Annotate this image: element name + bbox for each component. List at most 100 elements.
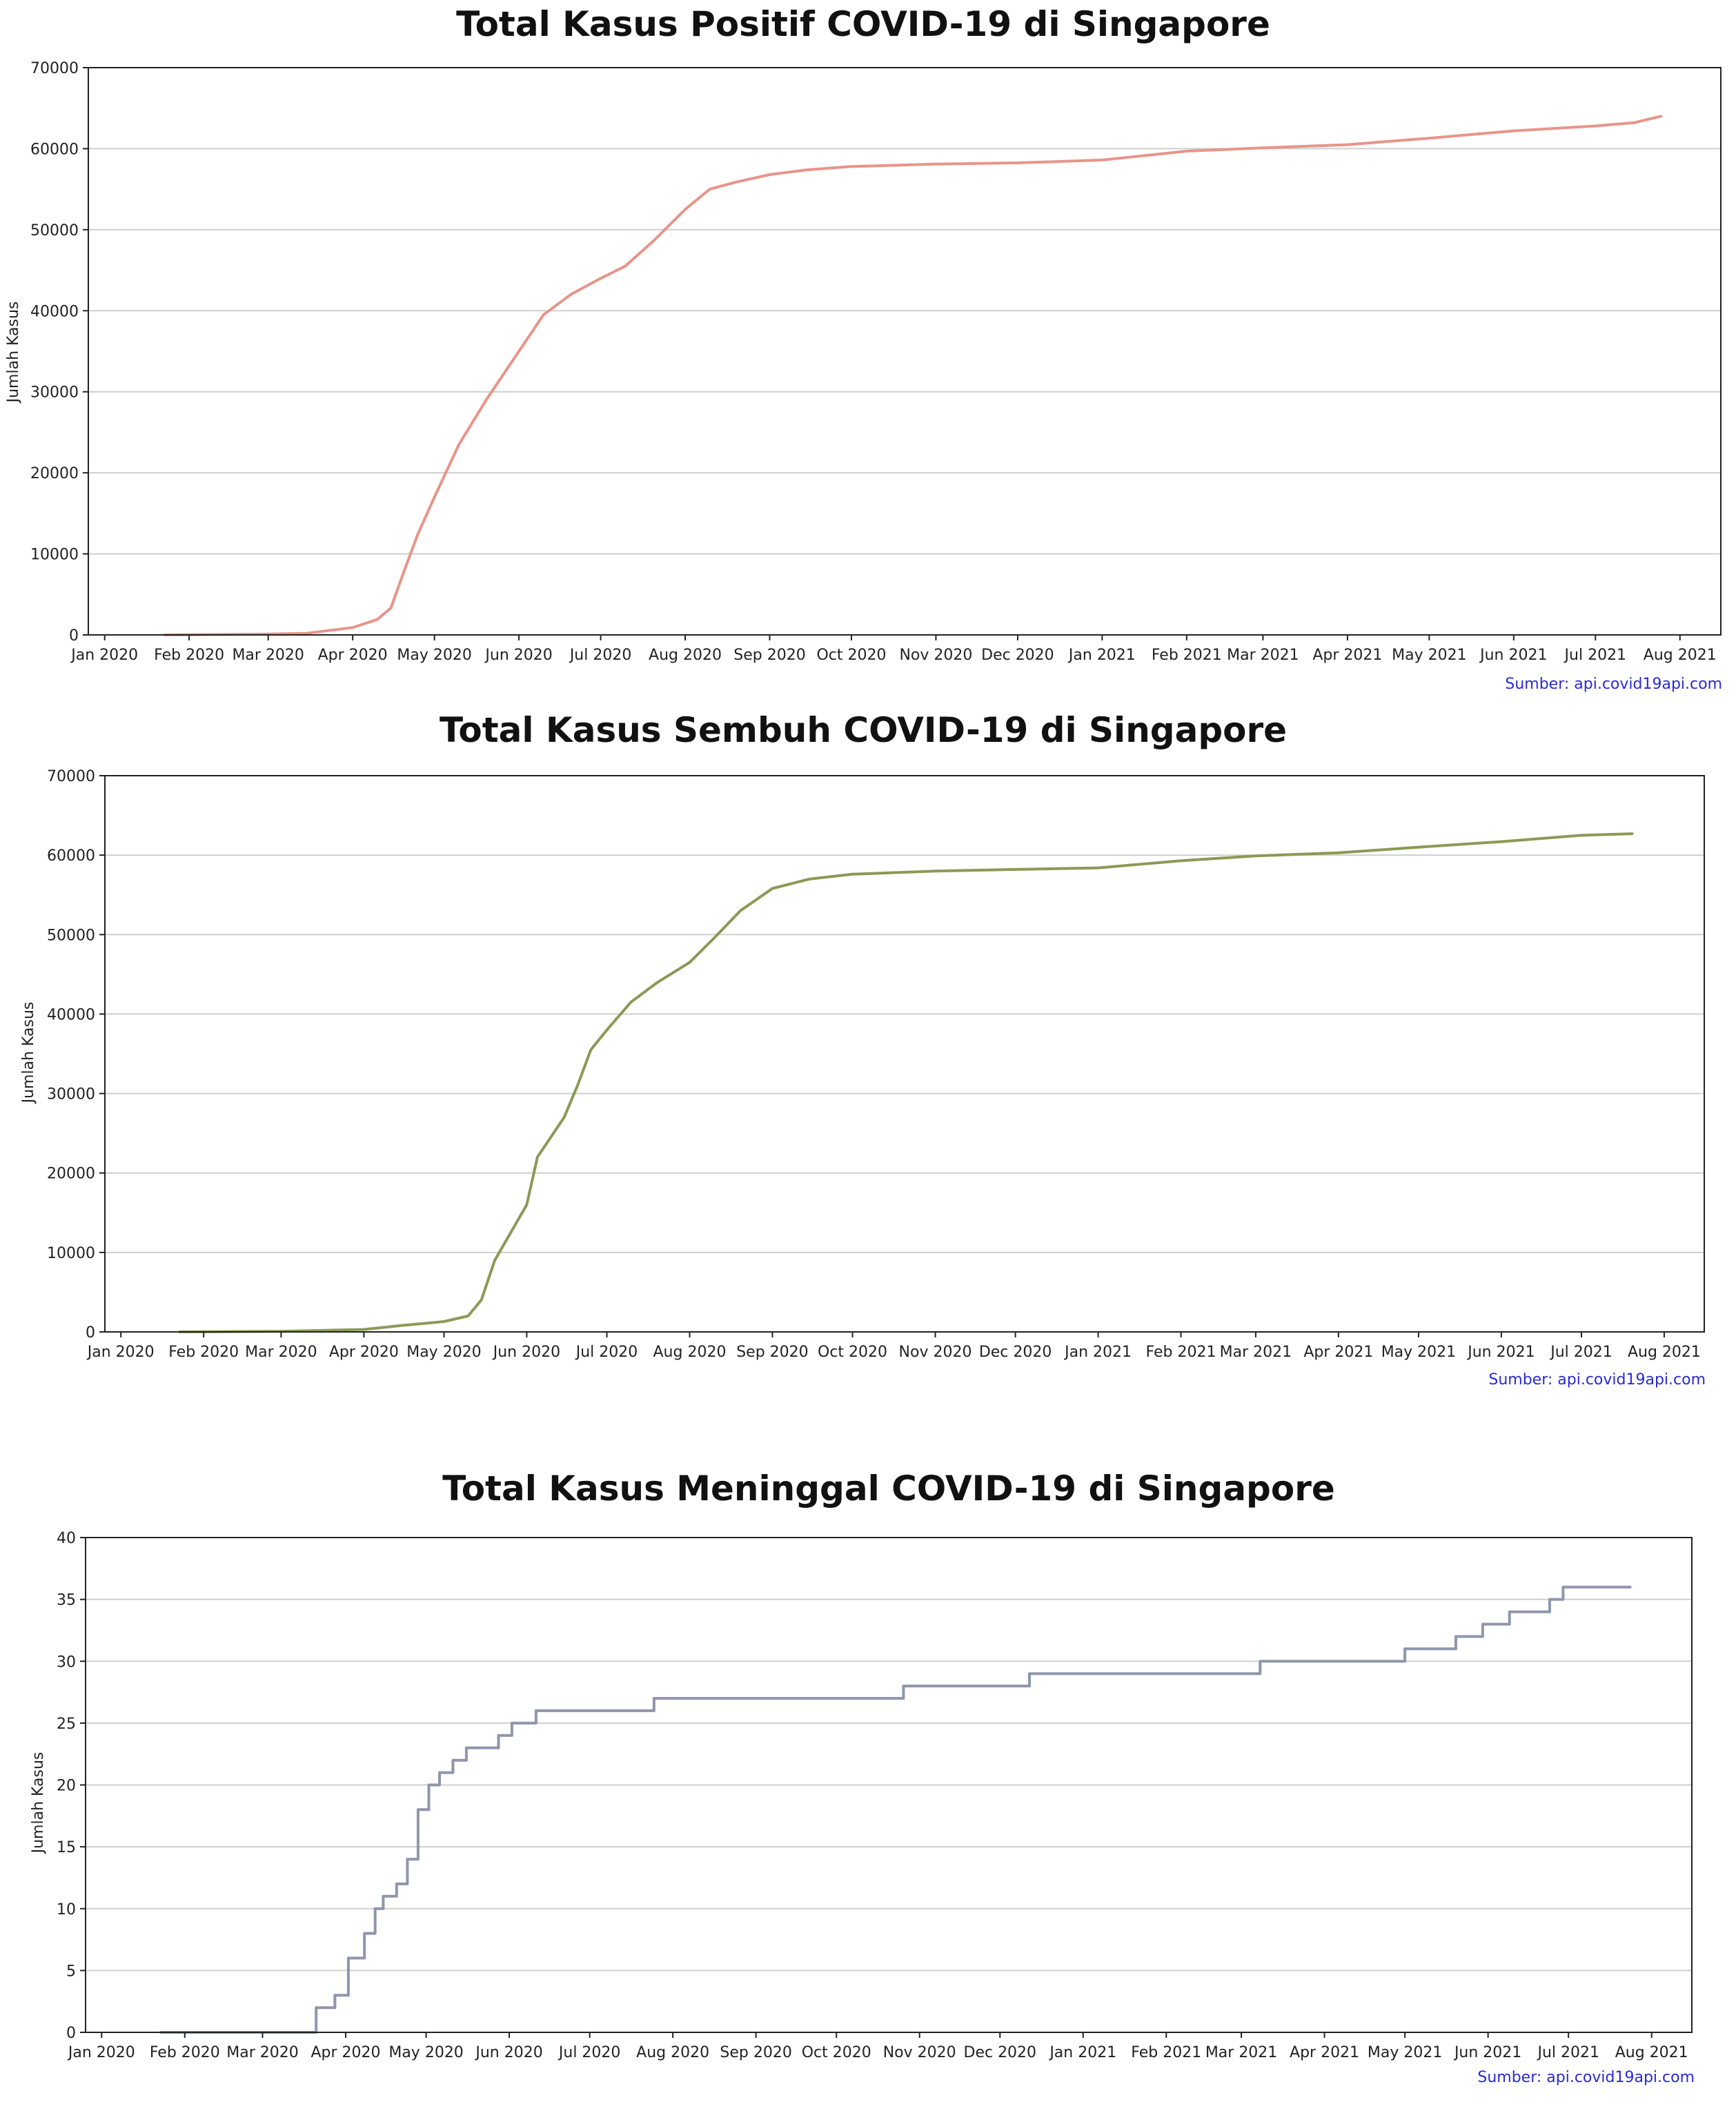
x-tick-label: Mar 2020: [232, 647, 304, 664]
x-tick-label: Jul 2020: [569, 647, 632, 664]
x-tick-label: Sep 2020: [736, 1344, 808, 1361]
chart-title: Total Kasus Positif COVID-19 di Singapor…: [456, 4, 1270, 44]
x-tick-label: Dec 2020: [979, 1344, 1052, 1361]
series-line: [159, 1585, 1632, 2034]
x-tick-label: Jan 2020: [67, 2044, 135, 2061]
x-tick-label: Sep 2020: [733, 647, 805, 664]
chart-title: Total Kasus Sembuh COVID-19 di Singapore: [440, 710, 1287, 750]
x-tick-label: May 2021: [1381, 1344, 1456, 1361]
x-tick-label: Jul 2021: [1536, 2044, 1599, 2061]
x-tick-label: Jun 2020: [474, 2044, 542, 2061]
x-tick-label: Feb 2020: [154, 647, 224, 664]
y-tick-label: 40000: [30, 303, 79, 320]
y-tick-label: 60000: [47, 847, 95, 865]
x-tick-label: Mar 2021: [1220, 1344, 1292, 1361]
plot-frame: [85, 1537, 1693, 2033]
x-tick-label: Jul 2020: [575, 1344, 638, 1361]
series-layer: [159, 1585, 1632, 2034]
y-tick-label: 25: [57, 1716, 76, 1733]
y-tick-label: 50000: [30, 222, 79, 239]
y-tick-label: 20000: [47, 1166, 95, 1183]
x-tick-label: Jan 2020: [70, 647, 138, 664]
y-tick-label: 60000: [30, 141, 79, 158]
y-tick-label: 50000: [47, 927, 95, 944]
x-tick-label: Mar 2020: [245, 1344, 317, 1361]
axes: 0 10000 20000 30000 40000 50000 60000 70000 Jan …: [30, 60, 1722, 664]
x-tick-label: Apr 2020: [310, 2044, 380, 2061]
x-tick-label: Jan 2021: [1048, 2044, 1116, 2061]
x-tick-label: Aug 2021: [1644, 647, 1717, 664]
y-tick-label: 10: [57, 1901, 76, 1918]
y-tick-label: 10000: [47, 1245, 95, 1262]
x-tick-label: Jun 2021: [1466, 1344, 1535, 1361]
y-tick-label: 0: [69, 627, 79, 645]
y-tick-label: 0: [86, 1324, 95, 1342]
x-tick-label: Feb 2020: [150, 2044, 220, 2061]
plot-frame: [88, 67, 1722, 636]
x-tick-label: Aug 2020: [649, 647, 722, 664]
y-tick-label: 40000: [47, 1006, 95, 1023]
x-tick-label: Jun 2021: [1453, 2044, 1521, 2061]
x-tick-label: Jul 2020: [558, 2044, 621, 2061]
y-tick-label: 20: [57, 1778, 76, 1795]
source-note: Sumber: api.covid19api.com: [1505, 676, 1722, 693]
x-tick-label: May 2020: [388, 2044, 463, 2061]
y-tick-label: 70000: [30, 60, 79, 77]
source-note: Sumber: api.covid19api.com: [1488, 1371, 1706, 1388]
chart-death-cases: Total Kasus Meninggal COVID-19 di Singap…: [30, 1469, 1695, 2086]
x-tick-label: Mar 2021: [1205, 2044, 1278, 2061]
x-tick-label: Jul 2021: [1549, 1344, 1612, 1361]
source-note: Sumber: api.covid19api.com: [1477, 2069, 1695, 2086]
series-line: [178, 832, 1634, 1333]
y-tick-label: 70000: [47, 768, 95, 785]
x-tick-label: May 2021: [1368, 2044, 1442, 2061]
y-tick-label: 30: [57, 1653, 76, 1671]
x-tick-label: Jun 2020: [492, 1344, 560, 1361]
x-tick-label: Aug 2021: [1615, 2044, 1688, 2061]
axes: 0 5 10 15 20 25 30 35 40 Jan 2020 Feb 2020 Mar 2020…: [57, 1530, 1693, 2061]
x-tick-label: May 2020: [397, 647, 471, 664]
y-axis-label: Jumlah Kasus: [30, 1752, 47, 1855]
x-tick-label: Jun 2020: [484, 647, 552, 664]
x-tick-label: Jan 2021: [1063, 1344, 1132, 1361]
x-tick-label: Oct 2020: [816, 647, 886, 664]
x-tick-label: Feb 2020: [168, 1344, 239, 1361]
y-axis-label: Jumlah Kasus: [20, 1002, 37, 1105]
x-tick-label: Nov 2020: [883, 2044, 956, 2061]
axes: 0 10000 20000 30000 40000 50000 60000 70000 Jan …: [47, 768, 1705, 1361]
x-tick-label: Mar 2020: [226, 2044, 299, 2061]
y-tick-label: 10000: [30, 547, 79, 564]
x-tick-label: Feb 2021: [1131, 2044, 1201, 2061]
series-layer: [163, 115, 1663, 636]
x-tick-label: Feb 2021: [1146, 1344, 1216, 1361]
x-tick-label: Sep 2020: [720, 2044, 791, 2061]
x-tick-label: Aug 2020: [653, 1344, 727, 1361]
x-tick-label: Jul 2021: [1564, 647, 1627, 664]
x-tick-label: Jan 2021: [1067, 647, 1136, 664]
chart-title: Total Kasus Meninggal COVID-19 di Singap…: [442, 1469, 1335, 1509]
series-line: [163, 115, 1663, 636]
x-tick-label: May 2021: [1392, 647, 1466, 664]
x-tick-label: May 2020: [406, 1344, 481, 1361]
x-tick-label: Jun 2021: [1479, 647, 1547, 664]
x-tick-label: Mar 2021: [1227, 647, 1299, 664]
chart-positive-cases: Total Kasus Positif COVID-19 di Singapor…: [5, 4, 1722, 693]
x-tick-label: Apr 2020: [329, 1344, 399, 1361]
y-tick-label: 35: [57, 1592, 76, 1609]
y-tick-label: 40: [57, 1530, 76, 1547]
y-axis-label: Jumlah Kasus: [5, 302, 22, 404]
y-tick-label: 5: [66, 1963, 76, 1980]
plot-frame: [104, 775, 1705, 1333]
chart-recovered-cases: Total Kasus Sembuh COVID-19 di Singapore…: [20, 710, 1706, 1388]
x-tick-label: Aug 2020: [636, 2044, 709, 2061]
x-tick-label: Dec 2020: [981, 647, 1054, 664]
y-tick-label: 15: [57, 1839, 76, 1856]
y-tick-label: 0: [66, 2025, 76, 2042]
x-tick-label: Jan 2020: [86, 1344, 155, 1361]
x-tick-label: Apr 2021: [1290, 2044, 1359, 2061]
x-tick-label: Dec 2020: [964, 2044, 1037, 2061]
y-tick-label: 30000: [47, 1086, 95, 1103]
x-tick-label: Aug 2021: [1628, 1344, 1701, 1361]
